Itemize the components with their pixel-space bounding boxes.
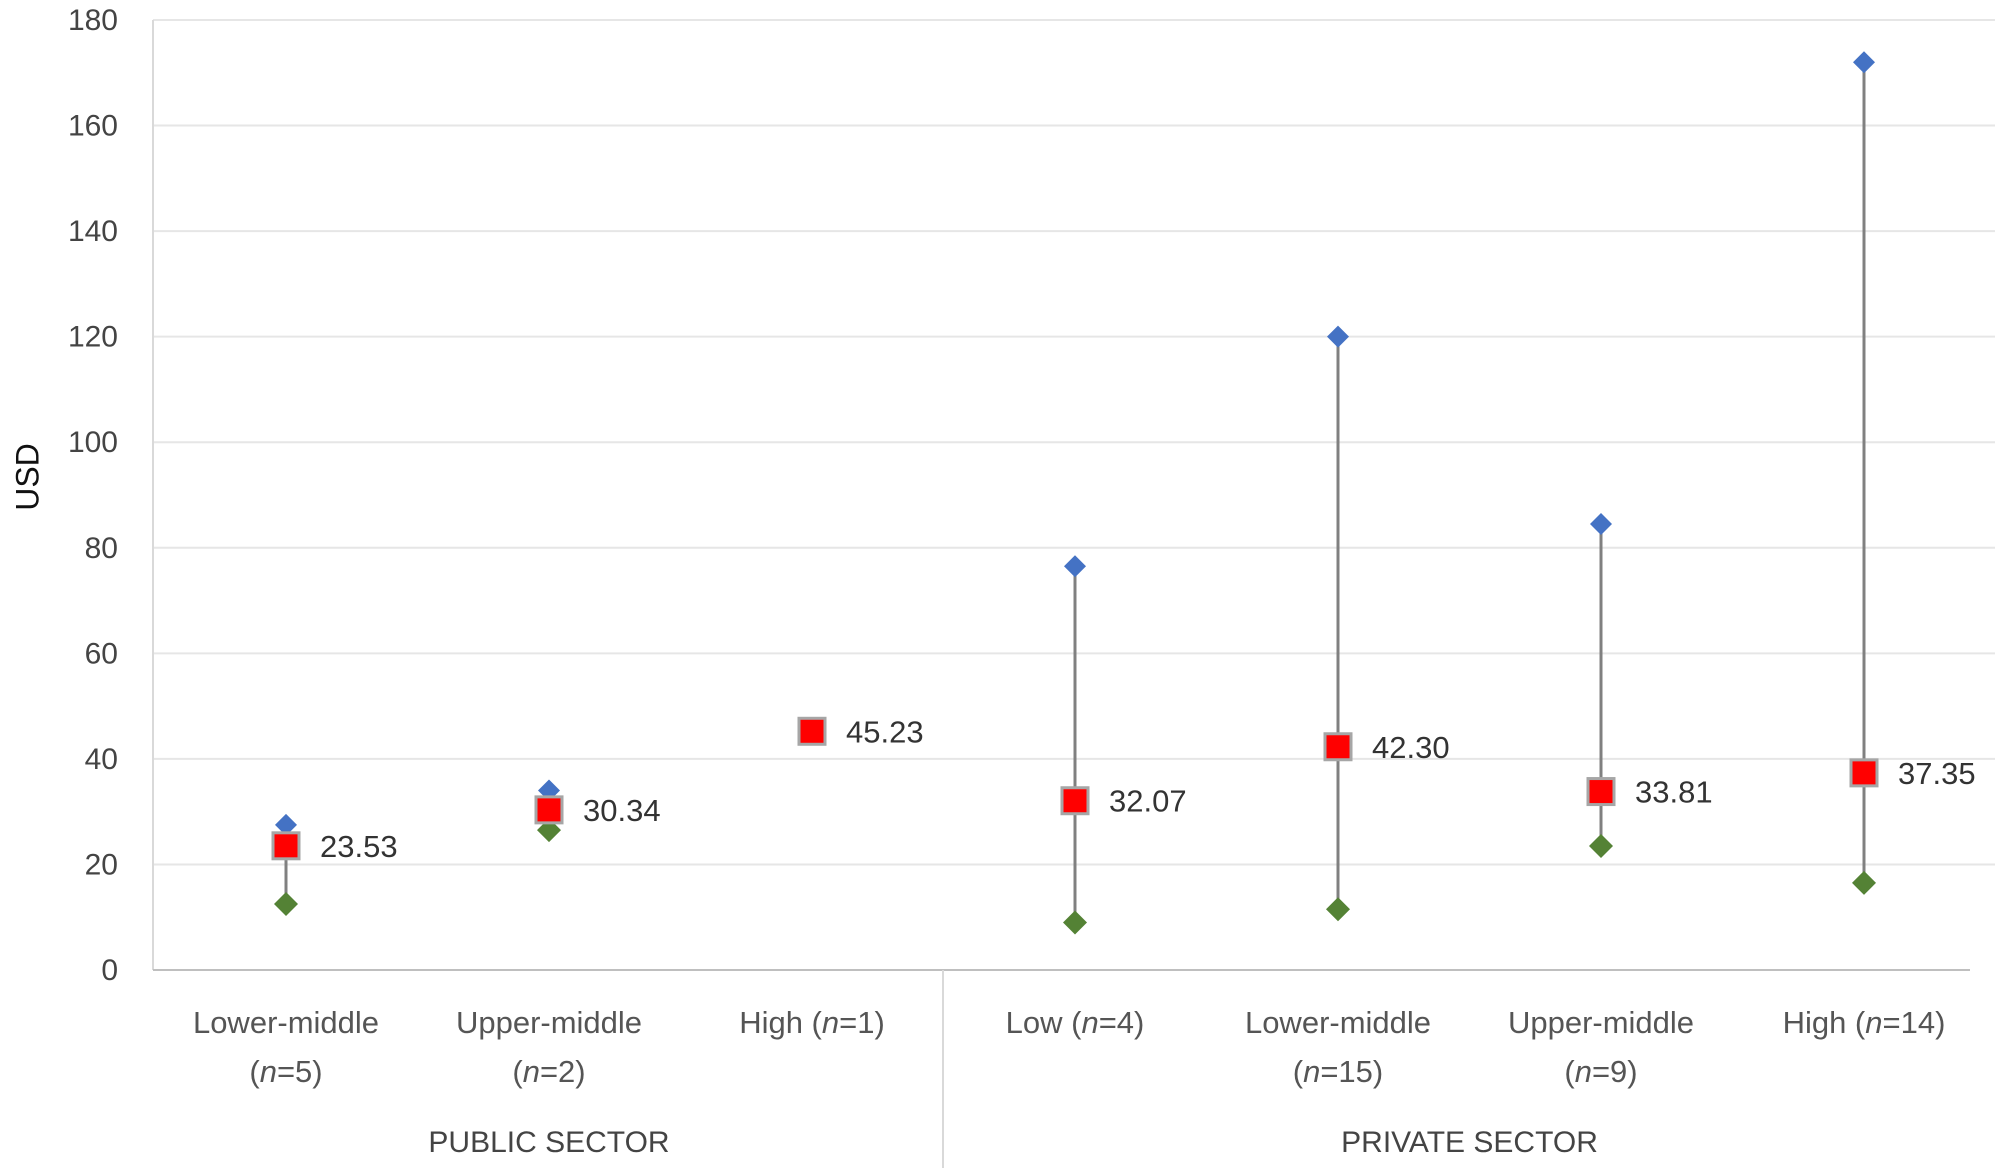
min-marker: [1852, 870, 1876, 895]
max-marker: [1590, 513, 1612, 536]
median-data-label: 37.35: [1898, 756, 1976, 791]
category-label: Low (n=4): [1006, 1005, 1145, 1040]
group-label: PRIVATE SECTOR: [1341, 1126, 1598, 1159]
median-data-label: 30.34: [583, 793, 661, 828]
category-sublabel: (n=5): [249, 1054, 322, 1089]
markers: [271, 51, 1879, 935]
category-label: High (n=1): [739, 1005, 885, 1040]
min-marker: [274, 892, 298, 917]
y-tick-label: 80: [85, 532, 118, 565]
median-data-label: 32.07: [1109, 784, 1187, 819]
category-label: Lower-middle: [193, 1005, 379, 1040]
y-tick-label: 120: [68, 321, 118, 354]
max-marker: [275, 813, 297, 836]
median-marker: [797, 716, 827, 746]
category-label: Upper-middle: [1508, 1005, 1694, 1040]
category-sublabel: (n=15): [1293, 1054, 1384, 1089]
min-marker: [1063, 910, 1087, 935]
y-tick-label: 0: [101, 954, 118, 987]
category-label: Upper-middle: [456, 1005, 642, 1040]
group-labels: PUBLIC SECTOR PRIVATE SECTOR: [428, 1126, 1597, 1159]
data-labels: 23.53 30.34 45.23 32.07 42.30 33.81 37.35: [320, 714, 1976, 864]
y-tick-label: 100: [68, 426, 118, 459]
median-data-label: 33.81: [1635, 775, 1713, 810]
category-label: High (n=14): [1783, 1005, 1946, 1040]
median-marker: [1586, 777, 1616, 807]
y-tick-label: 180: [68, 4, 118, 37]
gridlines: [153, 19, 1995, 866]
max-marker: [1853, 51, 1875, 74]
min-marker: [1326, 897, 1350, 922]
median-data-label: 23.53: [320, 829, 398, 864]
y-tick-label: 60: [85, 637, 118, 670]
category-labels: Lower-middle (n=5) Upper-middle (n=2) High (…: [193, 1005, 1945, 1089]
median-marker: [271, 831, 301, 861]
median-data-label: 45.23: [846, 714, 924, 749]
max-marker: [1064, 555, 1086, 578]
y-tick-label: 20: [85, 848, 118, 881]
median-marker: [1323, 732, 1353, 762]
y-axis-title: USD: [9, 443, 45, 511]
y-tick-label: 160: [68, 110, 118, 143]
category-sublabel: (n=2): [512, 1054, 585, 1089]
y-tick-label: 40: [85, 743, 118, 776]
y-tick-labels: 0 20 40 60 80 100 120 140 160 180: [68, 4, 118, 987]
y-tick-label: 140: [68, 215, 118, 248]
max-marker: [1327, 325, 1349, 348]
median-data-label: 42.30: [1372, 730, 1450, 765]
median-marker: [534, 795, 564, 825]
median-marker: [1849, 758, 1879, 788]
group-label: PUBLIC SECTOR: [428, 1126, 669, 1159]
median-marker: [1060, 786, 1090, 816]
category-label: Lower-middle: [1245, 1005, 1431, 1040]
axes: [152, 20, 1970, 1168]
min-marker: [1589, 833, 1613, 858]
category-sublabel: (n=9): [1564, 1054, 1637, 1089]
